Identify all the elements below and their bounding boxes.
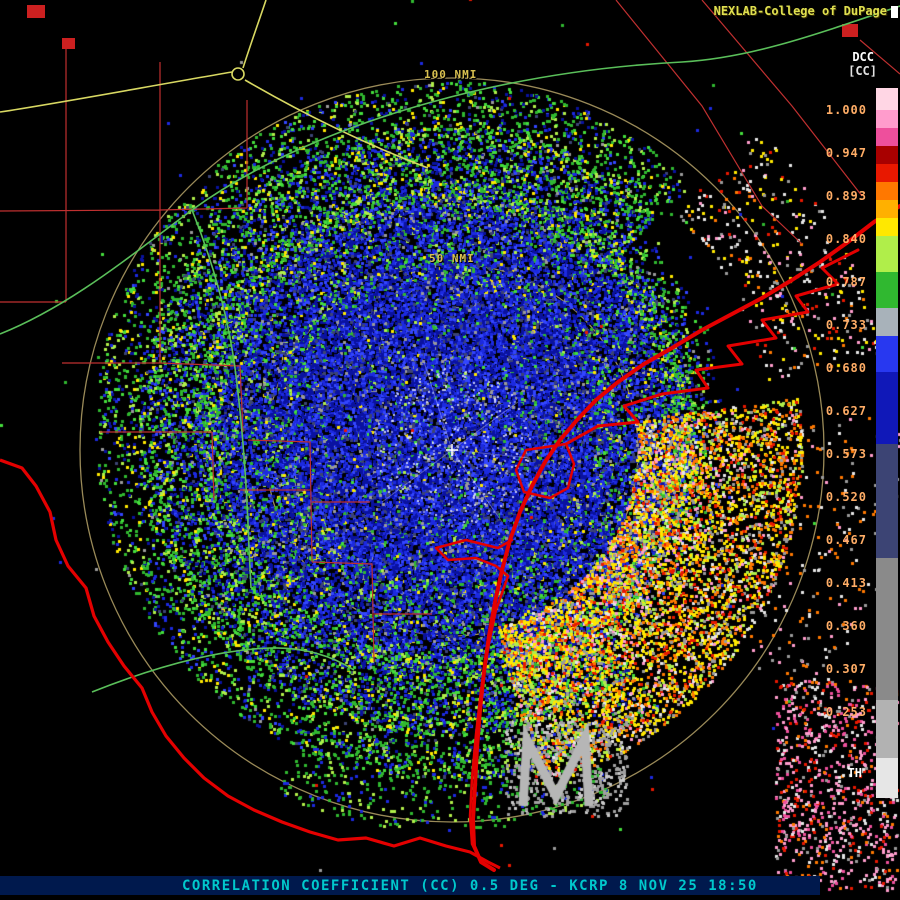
route-markers	[27, 5, 858, 49]
highways-yellow	[0, 0, 429, 169]
highways-green	[0, 5, 900, 693]
ring-label-50nmi: 50 NMI	[429, 252, 475, 265]
coastline	[434, 204, 900, 872]
banner-text: NEXLAB-College of DuPage	[713, 4, 887, 18]
banner-logo-mark	[891, 6, 898, 18]
urban-roads	[381, 361, 531, 523]
interchange-loop	[231, 67, 245, 81]
baffin-bay	[434, 538, 514, 578]
ring-label-100nmi: 100 NMI	[424, 68, 478, 81]
radar-site-marker	[446, 444, 458, 456]
status-text: CORRELATION COEFFICIENT (CC) 0.5 DEG - K…	[182, 878, 758, 894]
county-borders	[0, 0, 900, 663]
barrier-island-coast	[471, 204, 900, 872]
mainland-shore	[564, 248, 860, 446]
status-bar: CORRELATION COEFFICIENT (CC) 0.5 DEG - K…	[0, 876, 820, 895]
corpus-christi-bay	[514, 442, 576, 500]
laguna-madre-shore	[468, 574, 510, 871]
banner: NEXLAB-College of DuPage	[714, 4, 887, 18]
rio-grande	[0, 458, 501, 870]
